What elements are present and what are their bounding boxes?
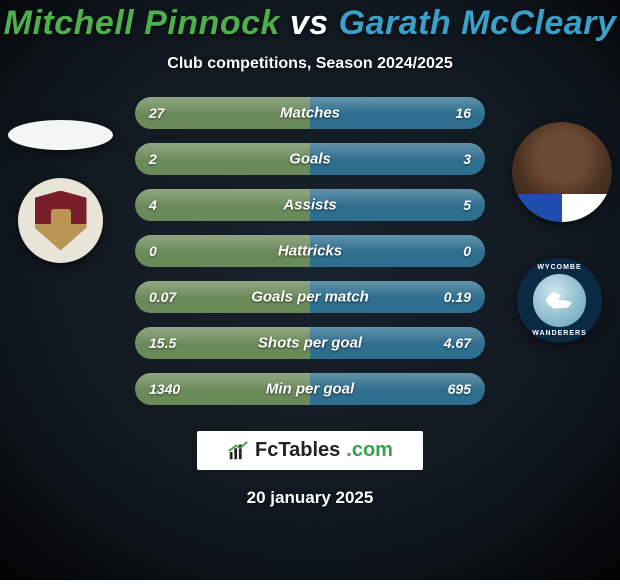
stat-label: Min per goal: [266, 381, 354, 398]
branding-icon: [227, 440, 249, 462]
stat-right-value: 3: [463, 151, 471, 167]
stat-label: Goals: [289, 151, 331, 168]
branding-text-2: .com: [346, 439, 393, 462]
stat-left-value: 1340: [149, 381, 180, 397]
stat-right-value: 0: [463, 243, 471, 259]
stat-row: 2 Goals 3: [135, 143, 485, 175]
stat-left-value: 0: [149, 243, 157, 259]
stat-row: 0.07 Goals per match 0.19: [135, 281, 485, 313]
stat-left-value: 0.07: [149, 289, 176, 305]
stat-right-value: 16: [455, 105, 471, 121]
stat-row: 0 Hattricks 0: [135, 235, 485, 267]
stat-row: 15.5 Shots per goal 4.67: [135, 327, 485, 359]
stat-left-value: 27: [149, 105, 165, 121]
date-label: 20 january 2025: [247, 488, 374, 508]
stat-right-value: 0.19: [444, 289, 471, 305]
stat-row: 27 Matches 16: [135, 97, 485, 129]
stat-left-value: 15.5: [149, 335, 176, 351]
comparison-title: Mitchell Pinnock vs Garath McCleary: [4, 4, 617, 43]
stat-right-value: 5: [463, 197, 471, 213]
stat-label: Goals per match: [251, 289, 369, 306]
stat-label: Shots per goal: [258, 335, 362, 352]
stat-left-value: 2: [149, 151, 157, 167]
stat-label: Matches: [280, 105, 340, 122]
branding-badge: FcTables .com: [197, 431, 423, 470]
stat-label: Assists: [283, 197, 336, 214]
stats-table: 27 Matches 16 2 Goals 3 4 Assists 5 0 Hattricks 0 0.…: [135, 97, 485, 405]
subtitle: Club competitions, Season 2024/2025: [167, 55, 452, 73]
stat-left-value: 4: [149, 197, 157, 213]
branding-text-1: FcTables: [255, 439, 340, 462]
stat-row: 4 Assists 5: [135, 189, 485, 221]
stat-right-value: 4.67: [444, 335, 471, 351]
stat-label: Hattricks: [278, 243, 342, 260]
stat-right-value: 695: [448, 381, 471, 397]
stat-row: 1340 Min per goal 695: [135, 373, 485, 405]
